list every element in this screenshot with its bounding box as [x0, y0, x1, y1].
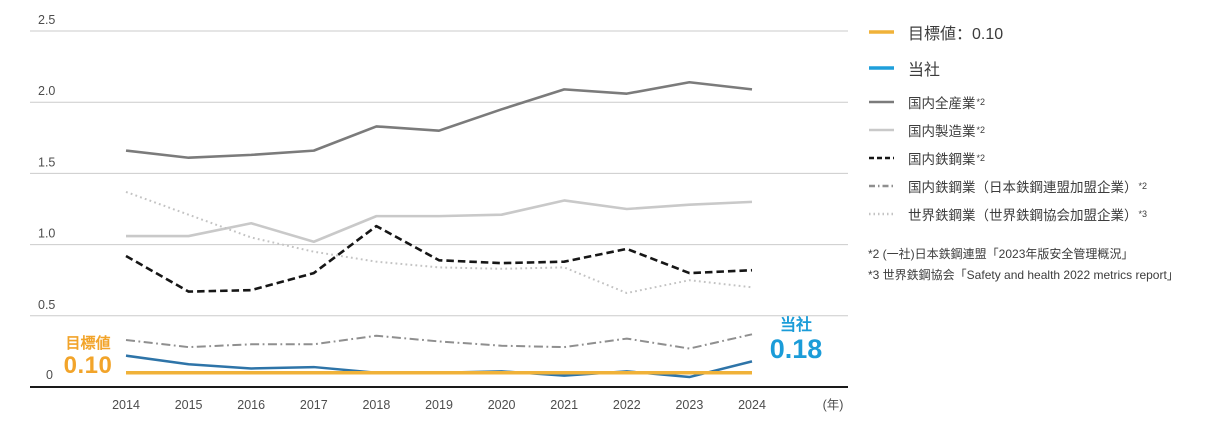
world-steel-line-swatch-icon	[869, 212, 894, 216]
legend-label-domestic-all-industries: 国内全産業	[908, 96, 976, 111]
footnotes: *2 (一社)日本鉄鋼連盟「2023年版安全管理概況」 *3 世界鉄鋼協会「Sa…	[868, 244, 1224, 286]
line-chart: 0 0.5 1.0 1.5 2.0 2.5 2014 2015 2016 2017 2018 2019…	[30, 13, 848, 412]
legend-item-company: 当社	[868, 56, 1224, 80]
target-line-swatch-icon	[869, 30, 894, 34]
series-line-domestic-manufacturing	[126, 199, 753, 244]
series-line-domestic-all-industries	[125, 80, 753, 160]
y-tick-label: 2.0	[38, 84, 55, 98]
x-tick-label: 2020	[488, 398, 516, 412]
company-annotation-label: 当社	[779, 317, 812, 334]
x-tick-label: 2017	[300, 398, 328, 412]
y-tick-label: 2.5	[38, 13, 55, 27]
legend-item-domestic-all-industries: 国内全産業 *2	[868, 92, 1224, 112]
x-tick-label: 2023	[675, 398, 703, 412]
legend-label-domestic-manufacturing: 国内製造業	[908, 124, 976, 139]
legend-item-world-steel: 世界鉄鋼業（世界鉄鋼協会加盟企業） *3	[868, 204, 1224, 224]
x-axis-unit-label: (年)	[823, 398, 844, 412]
company-line-swatch-icon	[869, 66, 894, 70]
legend-item-domestic-manufacturing: 国内製造業 *2	[868, 120, 1224, 140]
y-tick-label: 1.5	[38, 155, 55, 169]
x-tick-label: 2016	[237, 398, 265, 412]
steel-jisf-line-swatch-icon	[869, 184, 894, 188]
legend-item-domestic-steel-jisf: 国内鉄鋼業（日本鉄鋼連盟加盟企業） *2	[868, 176, 1224, 196]
legend-label-world-steel: 世界鉄鋼業（世界鉄鋼協会加盟企業）	[908, 208, 1138, 223]
x-tick-label: 2018	[362, 398, 390, 412]
legend-label-target: 目標値：0.10	[908, 26, 1004, 43]
all-industries-line-swatch-icon	[869, 100, 894, 104]
target-annotation-value: 0.10	[63, 351, 113, 379]
legend: 目標値：0.10 当社 国内全産業 *2 国内製造業 *2 国内鉄鋼業 *2 国内鉄鋼…	[868, 20, 1224, 286]
x-tick-label: 2024	[738, 398, 766, 412]
legend-label-domestic-steel: 国内鉄鋼業	[908, 152, 976, 167]
legend-label-domestic-steel-jisf: 国内鉄鋼業（日本鉄鋼連盟加盟企業）	[908, 180, 1138, 195]
series-line-domestic-steel	[125, 224, 753, 293]
x-tick-label: 2019	[425, 398, 453, 412]
y-tick-label: 0.5	[38, 298, 55, 312]
steel-line-swatch-icon	[869, 156, 894, 160]
series-line-domestic-steel-jisf	[125, 333, 753, 350]
footnote-worldsteel: *3 世界鉄鋼協会「Safety and health 2022 metrics…	[868, 268, 1179, 282]
company-annotation: 当社 0.18	[760, 317, 832, 363]
target-annotation-label: 目標値	[65, 335, 111, 352]
target-annotation: 目標値 0.10	[54, 335, 122, 379]
y-tick-label: 1.0	[38, 227, 55, 241]
x-tick-label: 2015	[175, 398, 203, 412]
legend-item-domestic-steel: 国内鉄鋼業 *2	[868, 148, 1224, 168]
x-tick-label: 2021	[550, 398, 578, 412]
legend-item-target: 目標値：0.10	[868, 20, 1224, 44]
chart-area: 0 0.5 1.0 1.5 2.0 2.5 2014 2015 2016 2017 2018 2019…	[30, 13, 848, 412]
legend-label-company: 当社	[908, 62, 941, 79]
x-tick-label: 2014	[112, 398, 140, 412]
manufacturing-line-swatch-icon	[869, 128, 894, 132]
series-line-world-steel	[125, 190, 753, 295]
company-annotation-value: 0.18	[769, 333, 823, 364]
x-tick-label: 2022	[613, 398, 641, 412]
footnote-jisf: *2 (一社)日本鉄鋼連盟「2023年版安全管理概況」	[868, 247, 1134, 261]
y-tick-label: 0	[46, 368, 53, 382]
